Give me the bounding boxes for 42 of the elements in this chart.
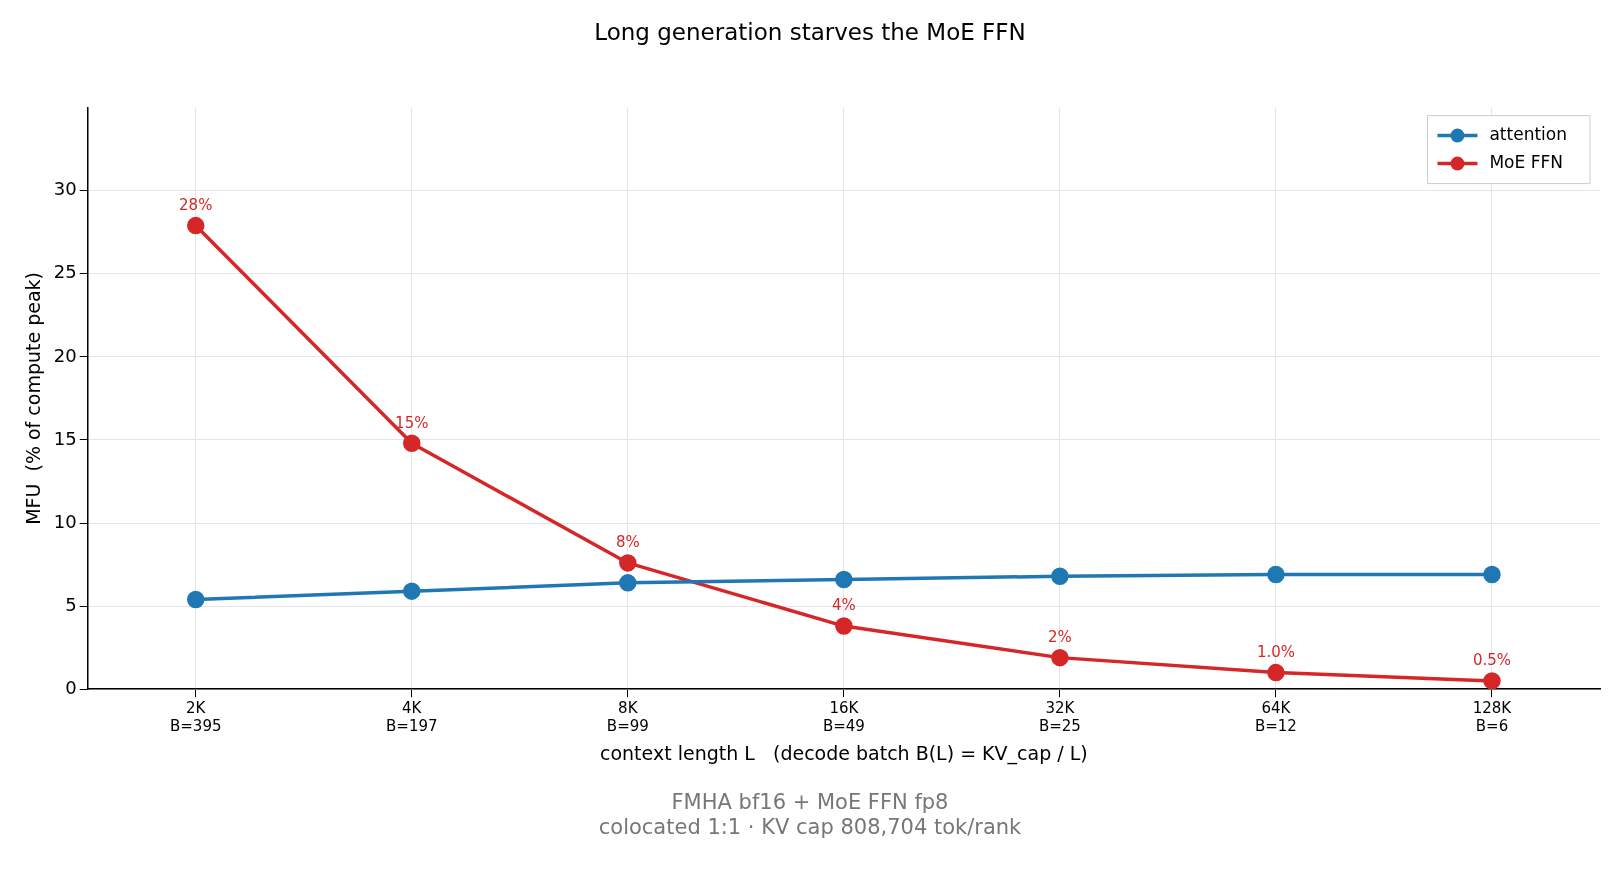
y-tick-label: 0 (65, 676, 77, 698)
x-tick-label: 2K B=395 (169, 699, 222, 736)
y-axis-title: MFU (% of compute peak) (22, 271, 45, 525)
y-tick-label: 10 (53, 510, 77, 532)
point (1267, 565, 1285, 584)
data-label: 0.5% (1472, 651, 1512, 670)
y-tick-label: 30 (53, 178, 77, 200)
x-tick-label: 64K B=12 (1254, 699, 1297, 736)
text: FMHA bf16 + MoE FFN fp8 (670, 790, 950, 815)
x-axis-title: context length L (decode batch B(L) = KV_cap / L) (600, 741, 1088, 765)
y-tick-label: 5 (65, 593, 77, 615)
point (403, 434, 421, 453)
y-tick-label: 20 (53, 344, 77, 366)
point (403, 582, 421, 600)
x-tick-label: 16K B=49 (822, 699, 865, 736)
data-label: 4% (831, 596, 856, 615)
data-label: 15% (395, 413, 429, 432)
x-tick-label: 32K B=25 (1038, 699, 1081, 736)
data-label: 8% (615, 533, 640, 552)
data-label: 2% (1048, 628, 1072, 647)
point (1051, 567, 1069, 585)
y-tick-label: 15 (53, 427, 77, 449)
legend-label: attention (1489, 124, 1567, 145)
point (1267, 663, 1285, 682)
point (186, 590, 205, 609)
x-tick-label: 128K B=6 (1472, 699, 1513, 736)
data-label: 1.0% (1256, 642, 1295, 661)
point (835, 570, 853, 589)
point (1483, 672, 1501, 690)
chart-title: Long generation starves the MoE FFN (594, 18, 1026, 45)
y-tick-label: 25 (53, 261, 77, 283)
point (186, 216, 205, 235)
x-tick-label: 8K B=99 (606, 699, 649, 736)
point (619, 554, 637, 572)
point (1483, 565, 1501, 584)
text: colocated 1:1 · KV cap 808,704 tok/rank (597, 815, 1023, 840)
x-tick-label: 4K B=197 (386, 699, 438, 736)
legend-label: MoE FFN (1489, 152, 1563, 173)
data-label: 28% (179, 195, 213, 214)
point (619, 574, 637, 592)
point (1051, 648, 1069, 667)
point (835, 617, 853, 635)
